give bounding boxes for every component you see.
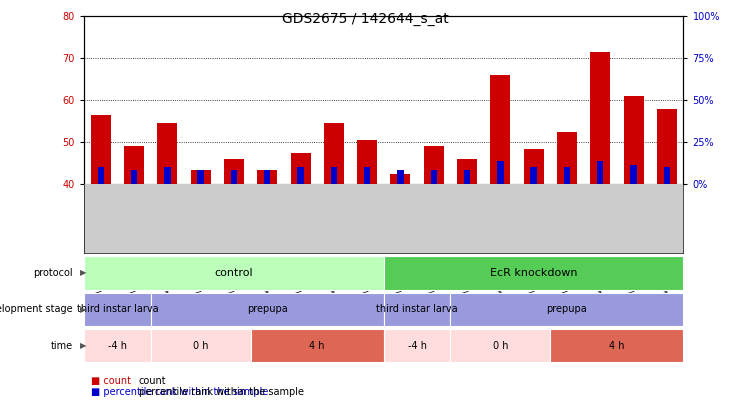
Bar bbox=[290, 153, 311, 184]
Text: 4 h: 4 h bbox=[309, 341, 325, 351]
Text: prepupa: prepupa bbox=[247, 305, 287, 314]
Text: ■ percentile rank within the sample: ■ percentile rank within the sample bbox=[91, 387, 269, 396]
Bar bbox=[664, 167, 670, 184]
Bar bbox=[330, 167, 337, 184]
Bar bbox=[424, 147, 444, 184]
Text: third instar larva: third instar larva bbox=[77, 305, 158, 314]
Text: third instar larva: third instar larva bbox=[376, 305, 458, 314]
Text: -4 h: -4 h bbox=[408, 341, 427, 351]
Bar bbox=[91, 115, 110, 184]
Bar bbox=[464, 170, 470, 184]
Bar bbox=[497, 161, 504, 184]
Bar bbox=[257, 170, 277, 184]
Text: GDS2675 / 142644_s_at: GDS2675 / 142644_s_at bbox=[282, 12, 449, 26]
Text: EcR knockdown: EcR knockdown bbox=[490, 268, 577, 278]
Text: count: count bbox=[139, 376, 167, 386]
Bar bbox=[397, 170, 404, 184]
Text: protocol: protocol bbox=[34, 268, 73, 278]
Text: time: time bbox=[51, 341, 73, 351]
Bar bbox=[523, 149, 544, 184]
Bar bbox=[264, 170, 270, 184]
Bar bbox=[564, 167, 570, 184]
Text: ▶: ▶ bbox=[80, 269, 87, 277]
Text: -4 h: -4 h bbox=[108, 341, 127, 351]
Text: development stage: development stage bbox=[0, 305, 73, 314]
Bar bbox=[224, 159, 244, 184]
Bar bbox=[157, 124, 178, 184]
Text: 0 h: 0 h bbox=[193, 341, 208, 351]
Bar bbox=[164, 167, 170, 184]
Text: ▶: ▶ bbox=[80, 305, 87, 314]
Text: ▶: ▶ bbox=[80, 341, 87, 350]
Bar bbox=[457, 159, 477, 184]
Bar bbox=[231, 170, 237, 184]
Text: ■ count: ■ count bbox=[91, 376, 132, 386]
Bar bbox=[557, 132, 577, 184]
Bar bbox=[97, 167, 104, 184]
Bar bbox=[124, 147, 144, 184]
Bar bbox=[630, 165, 637, 184]
Text: 4 h: 4 h bbox=[609, 341, 624, 351]
Bar bbox=[298, 167, 303, 184]
Bar bbox=[191, 170, 211, 184]
Bar bbox=[657, 109, 677, 184]
Bar bbox=[531, 167, 537, 184]
Bar bbox=[590, 52, 610, 184]
Bar bbox=[324, 124, 344, 184]
Bar bbox=[431, 170, 437, 184]
Text: 0 h: 0 h bbox=[493, 341, 508, 351]
Text: prepupa: prepupa bbox=[547, 305, 587, 314]
Bar bbox=[491, 75, 510, 184]
Bar bbox=[357, 140, 377, 184]
Text: percentile rank within the sample: percentile rank within the sample bbox=[139, 387, 304, 396]
Bar bbox=[390, 174, 410, 184]
Bar bbox=[624, 96, 643, 184]
Bar bbox=[197, 170, 204, 184]
Bar bbox=[131, 170, 137, 184]
Bar bbox=[597, 161, 603, 184]
Bar bbox=[364, 167, 371, 184]
Text: control: control bbox=[215, 268, 253, 278]
